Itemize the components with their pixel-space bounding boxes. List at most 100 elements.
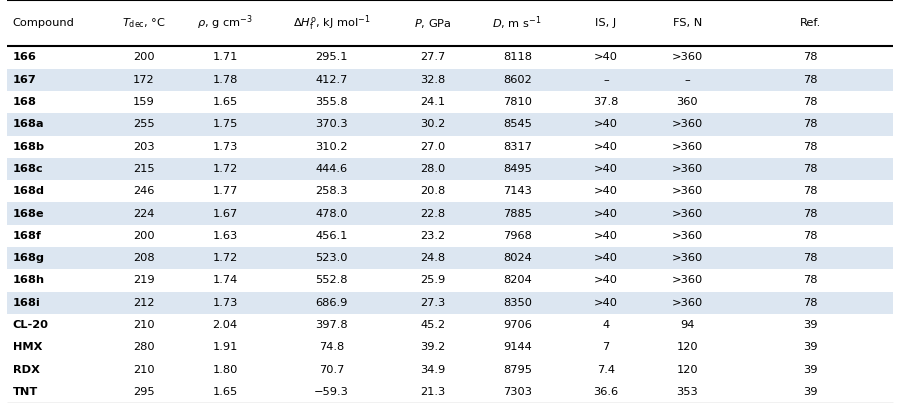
Text: 2.04: 2.04 (212, 320, 238, 330)
Text: >360: >360 (671, 119, 703, 129)
Text: 78: 78 (803, 231, 818, 241)
Text: 552.8: 552.8 (315, 275, 347, 285)
Text: 168i: 168i (13, 298, 40, 308)
Text: 23.2: 23.2 (420, 231, 446, 241)
Text: >40: >40 (594, 164, 618, 174)
Text: 4: 4 (602, 320, 609, 330)
Text: 7303: 7303 (503, 387, 532, 397)
Text: 456.1: 456.1 (315, 231, 347, 241)
Text: 78: 78 (803, 141, 818, 152)
Text: >360: >360 (671, 141, 703, 152)
Text: 478.0: 478.0 (315, 208, 347, 218)
Text: 34.9: 34.9 (420, 365, 446, 374)
Text: 78: 78 (803, 208, 818, 218)
Text: 166: 166 (13, 52, 37, 62)
Text: 78: 78 (803, 119, 818, 129)
Text: 168e: 168e (13, 208, 44, 218)
Text: 212: 212 (133, 298, 154, 308)
Text: 1.71: 1.71 (212, 52, 238, 62)
Text: FS, N: FS, N (672, 18, 702, 28)
Text: 208: 208 (133, 253, 155, 263)
Text: >40: >40 (594, 231, 618, 241)
Text: 168a: 168a (13, 119, 44, 129)
Text: 78: 78 (803, 275, 818, 285)
Text: 168h: 168h (13, 275, 45, 285)
Text: 168d: 168d (13, 186, 45, 196)
Text: >40: >40 (594, 119, 618, 129)
Text: 8795: 8795 (503, 365, 532, 374)
Text: $D$, m s$^{-1}$: $D$, m s$^{-1}$ (492, 15, 542, 32)
Text: TNT: TNT (13, 387, 38, 397)
Text: 310.2: 310.2 (315, 141, 347, 152)
Text: 1.63: 1.63 (212, 231, 238, 241)
Text: 1.72: 1.72 (212, 253, 238, 263)
Text: –: – (685, 75, 690, 85)
Text: 9706: 9706 (503, 320, 532, 330)
Text: 25.9: 25.9 (420, 275, 446, 285)
Text: 1.77: 1.77 (212, 186, 238, 196)
Text: 7968: 7968 (503, 231, 532, 241)
Text: 7: 7 (602, 342, 609, 352)
Text: >360: >360 (671, 253, 703, 263)
Text: 21.3: 21.3 (420, 387, 446, 397)
Text: 523.0: 523.0 (315, 253, 347, 263)
Bar (7, 158, 893, 180)
Text: 215: 215 (133, 164, 155, 174)
Text: 36.6: 36.6 (593, 387, 618, 397)
Text: 24.8: 24.8 (420, 253, 446, 263)
Text: 78: 78 (803, 75, 818, 85)
Text: 8602: 8602 (503, 75, 532, 85)
Text: >40: >40 (594, 253, 618, 263)
Text: 78: 78 (803, 186, 818, 196)
Text: 1.80: 1.80 (212, 365, 238, 374)
Text: 74.8: 74.8 (319, 342, 344, 352)
Text: 8204: 8204 (503, 275, 532, 285)
Text: 167: 167 (13, 75, 36, 85)
Text: >360: >360 (671, 275, 703, 285)
Text: 78: 78 (803, 253, 818, 263)
Text: 295.1: 295.1 (315, 52, 347, 62)
Text: 78: 78 (803, 164, 818, 174)
Text: >40: >40 (594, 208, 618, 218)
Text: 246: 246 (133, 186, 154, 196)
Text: 355.8: 355.8 (315, 97, 347, 107)
Text: 397.8: 397.8 (315, 320, 347, 330)
Text: 27.0: 27.0 (420, 141, 446, 152)
Text: 9144: 9144 (503, 342, 532, 352)
Text: 360: 360 (677, 97, 698, 107)
Text: 8317: 8317 (503, 141, 532, 152)
Text: 203: 203 (133, 141, 155, 152)
Text: 1.91: 1.91 (212, 342, 238, 352)
Text: >40: >40 (594, 186, 618, 196)
Text: 7810: 7810 (503, 97, 532, 107)
Text: HMX: HMX (13, 342, 42, 352)
Text: $\rho$, g cm$^{-3}$: $\rho$, g cm$^{-3}$ (197, 14, 253, 33)
Text: 159: 159 (132, 97, 155, 107)
Text: −59.3: −59.3 (314, 387, 349, 397)
Text: 39: 39 (803, 320, 818, 330)
Text: 45.2: 45.2 (420, 320, 446, 330)
Text: $P$, GPa: $P$, GPa (414, 17, 452, 30)
Text: >40: >40 (594, 52, 618, 62)
Text: 70.7: 70.7 (319, 365, 344, 374)
Text: 30.2: 30.2 (420, 119, 446, 129)
Bar (7, 291, 893, 314)
Text: 1.78: 1.78 (212, 75, 238, 85)
Text: 37.8: 37.8 (593, 97, 618, 107)
Text: 168: 168 (13, 97, 37, 107)
Text: 200: 200 (133, 52, 155, 62)
Text: >360: >360 (671, 208, 703, 218)
Text: >360: >360 (671, 231, 703, 241)
Text: 39: 39 (803, 365, 818, 374)
Text: $T_{\rm dec}$, °C: $T_{\rm dec}$, °C (122, 16, 166, 30)
Text: 27.7: 27.7 (420, 52, 446, 62)
Text: 39: 39 (803, 387, 818, 397)
Text: 1.75: 1.75 (212, 119, 238, 129)
Text: 219: 219 (133, 275, 155, 285)
Text: 8024: 8024 (503, 253, 532, 263)
Text: $\Delta H_{\rm f}^{\rm o}$, kJ mol$^{-1}$: $\Delta H_{\rm f}^{\rm o}$, kJ mol$^{-1}… (292, 13, 370, 33)
Bar (7, 202, 893, 224)
Text: >40: >40 (594, 141, 618, 152)
Text: >40: >40 (594, 275, 618, 285)
Text: 1.72: 1.72 (212, 164, 238, 174)
